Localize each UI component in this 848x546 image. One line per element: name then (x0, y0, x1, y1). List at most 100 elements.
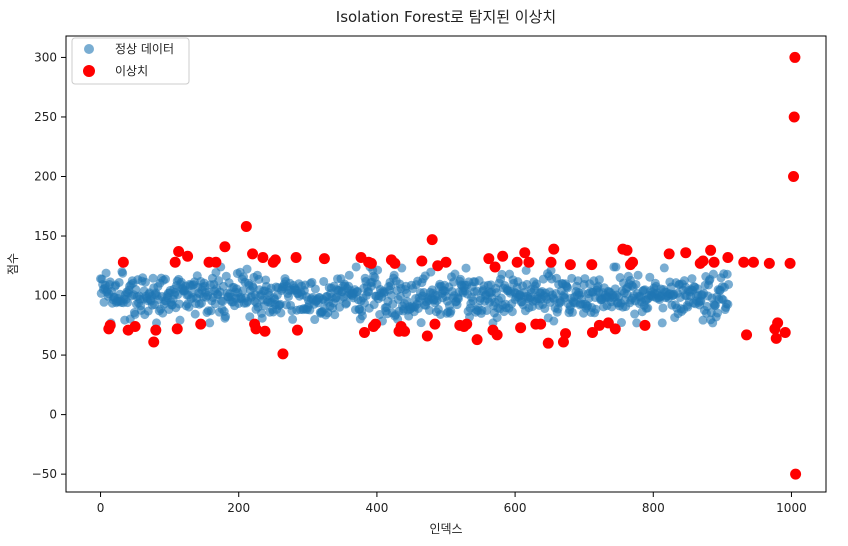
normal-point (698, 315, 708, 325)
outlier-point (182, 250, 194, 262)
outlier-point (663, 248, 675, 260)
normal-point (373, 265, 383, 275)
y-axis-label: 점수 (6, 253, 20, 275)
normal-point (591, 304, 601, 314)
y-tick-label: 300 (34, 50, 57, 64)
normal-point (631, 279, 641, 289)
normal-point (174, 299, 184, 309)
outlier-point (173, 245, 185, 257)
y-tick-label: 0 (49, 408, 57, 422)
outlier-point (542, 337, 554, 349)
outlier-points-group (103, 51, 802, 480)
outlier-point (432, 260, 444, 272)
normal-point (645, 272, 655, 282)
legend-normal-marker (84, 44, 94, 54)
normal-point (416, 318, 426, 328)
outlier-point (117, 256, 129, 268)
normal-point (540, 304, 550, 314)
outlier-point (593, 319, 605, 331)
legend: 정상 데이터 이상치 (71, 37, 190, 85)
outlier-point (365, 257, 377, 269)
outlier-point (772, 317, 784, 329)
outlier-point (586, 259, 598, 271)
normal-point (160, 274, 170, 284)
outlier-point (741, 329, 753, 341)
y-tick-label: −50 (32, 467, 57, 481)
outlier-point (639, 319, 651, 331)
outlier-point (440, 256, 452, 268)
normal-point (521, 265, 531, 275)
normal-point (310, 284, 320, 294)
normal-point (567, 307, 577, 317)
normal-point (175, 315, 185, 325)
normal-point (148, 273, 158, 283)
y-tick-label: 50 (42, 348, 57, 362)
x-tick-label: 400 (365, 501, 388, 515)
chart-title: Isolation Forest로 탐지된 이상치 (336, 8, 556, 26)
normal-point (658, 303, 668, 313)
normal-point (722, 269, 732, 279)
normal-point (532, 279, 542, 289)
outlier-point (269, 254, 281, 266)
outlier-point (483, 253, 495, 265)
normal-point (497, 269, 507, 279)
outlier-point (471, 334, 483, 346)
outlier-point (609, 323, 621, 335)
outlier-point (489, 261, 501, 273)
normal-point (101, 268, 111, 278)
normal-point (453, 294, 463, 304)
outlier-point (416, 255, 428, 267)
outlier-point (560, 328, 572, 340)
x-axis-ticks: 0 200 400 600 800 1000 (97, 492, 807, 515)
x-tick-label: 1000 (776, 501, 807, 515)
normal-point (190, 309, 200, 319)
normal-point (461, 263, 471, 273)
normal-point (446, 306, 456, 316)
normal-point (708, 269, 718, 279)
y-tick-label: 250 (34, 110, 57, 124)
normal-point (307, 277, 317, 287)
outlier-point (708, 256, 720, 268)
x-tick-label: 800 (642, 501, 665, 515)
normal-point (692, 284, 702, 294)
normal-point (687, 274, 697, 284)
outlier-point (426, 234, 438, 246)
normal-point (633, 270, 643, 280)
normal-point (594, 275, 604, 285)
outlier-point (763, 257, 775, 269)
normal-point (351, 262, 361, 272)
normal-point (206, 306, 216, 316)
legend-outlier-marker (83, 65, 95, 77)
outlier-point (370, 318, 382, 330)
normal-point (632, 318, 642, 328)
outlier-point (171, 323, 183, 335)
normal-point (402, 288, 412, 298)
normal-point (549, 316, 559, 326)
normal-point (114, 277, 124, 287)
normal-point (205, 318, 215, 328)
legend-normal-label: 정상 데이터 (115, 42, 174, 56)
outlier-point (277, 348, 289, 360)
outlier-point (738, 256, 750, 268)
outlier-point (257, 251, 269, 263)
outlier-point (548, 243, 560, 255)
outlier-point (790, 468, 802, 480)
outlier-point (779, 326, 791, 338)
normal-point (643, 303, 653, 313)
outlier-point (784, 257, 796, 269)
y-axis-ticks: −50 0 50 100 150 200 250 300 (32, 50, 66, 481)
outlier-point (290, 251, 302, 263)
normal-point (563, 283, 573, 293)
normal-point (482, 305, 492, 315)
legend-outlier-label: 이상치 (115, 64, 148, 78)
normal-point (288, 314, 298, 324)
outlier-point (747, 256, 759, 268)
normal-point (724, 279, 734, 289)
outlier-point (497, 250, 509, 262)
normal-point (426, 267, 436, 277)
legend-box (71, 37, 190, 85)
outlier-point (789, 51, 801, 63)
outlier-point (240, 220, 252, 232)
outlier-point (697, 255, 709, 267)
